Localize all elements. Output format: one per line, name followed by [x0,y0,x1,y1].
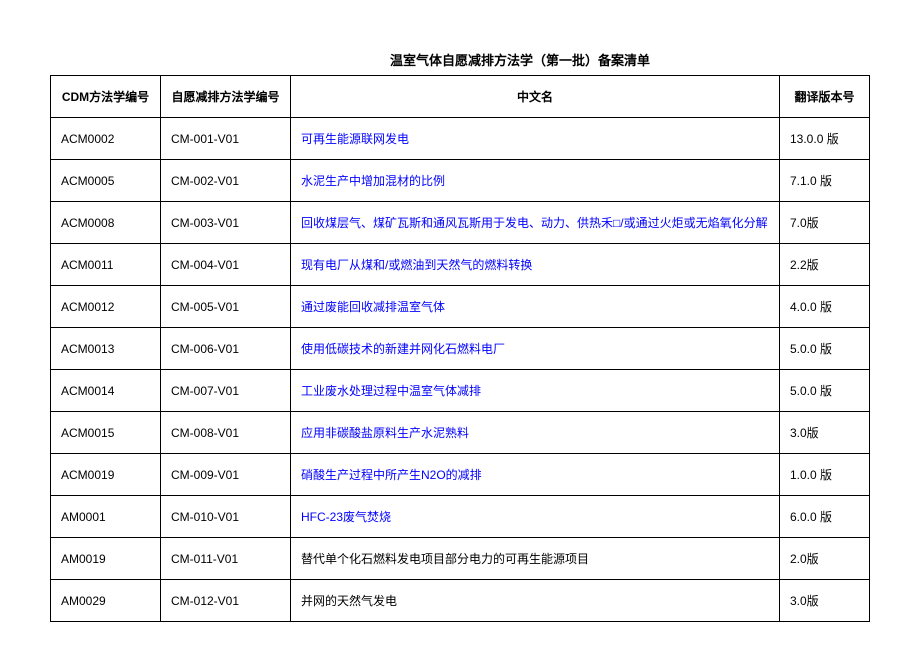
cell-cdm: ACM0011 [51,244,161,286]
cell-chinese-link[interactable]: 使用低碳技术的新建并网化石燃料电厂 [291,328,780,370]
table-row: ACM0005CM-002-V01水泥生产中增加混材的比例7.1.0 版 [51,160,870,202]
cell-version: 7.1.0 版 [780,160,870,202]
cell-version: 6.0.0 版 [780,496,870,538]
table-row: ACM0011CM-004-V01现有电厂从煤和/或燃油到天然气的燃料转换2.2… [51,244,870,286]
cell-vol: CM-010-V01 [161,496,291,538]
table-row: ACM0002CM-001-V01可再生能源联网发电13.0.0 版 [51,118,870,160]
table-header-row: CDM方法学编号 自愿减排方法学编号 中文名 翻译版本号 [51,76,870,118]
cell-cdm: ACM0013 [51,328,161,370]
header-version: 翻译版本号 [780,76,870,118]
table-row: AM0029CM-012-V01并网的天然气发电3.0版 [51,580,870,622]
table-row: ACM0014CM-007-V01工业废水处理过程中温室气体减排5.0.0 版 [51,370,870,412]
cell-cdm: ACM0015 [51,412,161,454]
table-row: AM0001CM-010-V01HFC-23废气焚烧6.0.0 版 [51,496,870,538]
cell-vol: CM-006-V01 [161,328,291,370]
table-row: ACM0019CM-009-V01硝酸生产过程中所产生N2O的减排1.0.0 版 [51,454,870,496]
cell-version: 7.0版 [780,202,870,244]
table-row: AM0019CM-011-V01替代单个化石燃料发电项目部分电力的可再生能源项目… [51,538,870,580]
cell-chinese-link[interactable]: 应用非碳酸盐原料生产水泥熟料 [291,412,780,454]
header-cdm: CDM方法学编号 [51,76,161,118]
cell-vol: CM-001-V01 [161,118,291,160]
cell-chinese-link[interactable]: 可再生能源联网发电 [291,118,780,160]
cell-chinese-link[interactable]: 硝酸生产过程中所产生N2O的减排 [291,454,780,496]
cell-vol: CM-007-V01 [161,370,291,412]
cell-version: 5.0.0 版 [780,370,870,412]
cell-cdm: AM0001 [51,496,161,538]
cell-chinese-link[interactable]: 通过废能回收减排温室气体 [291,286,780,328]
cell-version: 2.2版 [780,244,870,286]
cell-vol: CM-004-V01 [161,244,291,286]
cell-version: 4.0.0 版 [780,286,870,328]
cell-cdm: ACM0008 [51,202,161,244]
methodology-table: CDM方法学编号 自愿减排方法学编号 中文名 翻译版本号 ACM0002CM-0… [50,75,870,622]
header-chinese: 中文名 [291,76,780,118]
cell-cdm: AM0029 [51,580,161,622]
table-row: ACM0008CM-003-V01回收煤层气、煤矿瓦斯和通风瓦斯用于发电、动力、… [51,202,870,244]
cell-chinese: 替代单个化石燃料发电项目部分电力的可再生能源项目 [291,538,780,580]
page-title: 温室气体自愿减排方法学（第一批）备案清单 [170,50,870,69]
header-vol: 自愿减排方法学编号 [161,76,291,118]
cell-cdm: ACM0012 [51,286,161,328]
table-row: ACM0012CM-005-V01通过废能回收减排温室气体4.0.0 版 [51,286,870,328]
cell-chinese-link[interactable]: 工业废水处理过程中温室气体减排 [291,370,780,412]
cell-chinese-link[interactable]: HFC-23废气焚烧 [291,496,780,538]
cell-cdm: ACM0005 [51,160,161,202]
cell-version: 13.0.0 版 [780,118,870,160]
cell-version: 1.0.0 版 [780,454,870,496]
cell-vol: CM-003-V01 [161,202,291,244]
cell-vol: CM-009-V01 [161,454,291,496]
cell-version: 3.0版 [780,412,870,454]
table-row: ACM0015CM-008-V01应用非碳酸盐原料生产水泥熟料3.0版 [51,412,870,454]
cell-vol: CM-012-V01 [161,580,291,622]
cell-version: 3.0版 [780,580,870,622]
table-row: ACM0013CM-006-V01使用低碳技术的新建并网化石燃料电厂5.0.0 … [51,328,870,370]
cell-chinese: 并网的天然气发电 [291,580,780,622]
cell-version: 2.0版 [780,538,870,580]
cell-vol: CM-005-V01 [161,286,291,328]
cell-chinese-link[interactable]: 回收煤层气、煤矿瓦斯和通风瓦斯用于发电、动力、供热禾□/或通过火炬或无焰氧化分解 [291,202,780,244]
cell-vol: CM-008-V01 [161,412,291,454]
cell-version: 5.0.0 版 [780,328,870,370]
cell-cdm: AM0019 [51,538,161,580]
cell-cdm: ACM0019 [51,454,161,496]
cell-chinese-link[interactable]: 现有电厂从煤和/或燃油到天然气的燃料转换 [291,244,780,286]
cell-chinese-link[interactable]: 水泥生产中增加混材的比例 [291,160,780,202]
cell-vol: CM-002-V01 [161,160,291,202]
cell-cdm: ACM0014 [51,370,161,412]
cell-cdm: ACM0002 [51,118,161,160]
cell-vol: CM-011-V01 [161,538,291,580]
